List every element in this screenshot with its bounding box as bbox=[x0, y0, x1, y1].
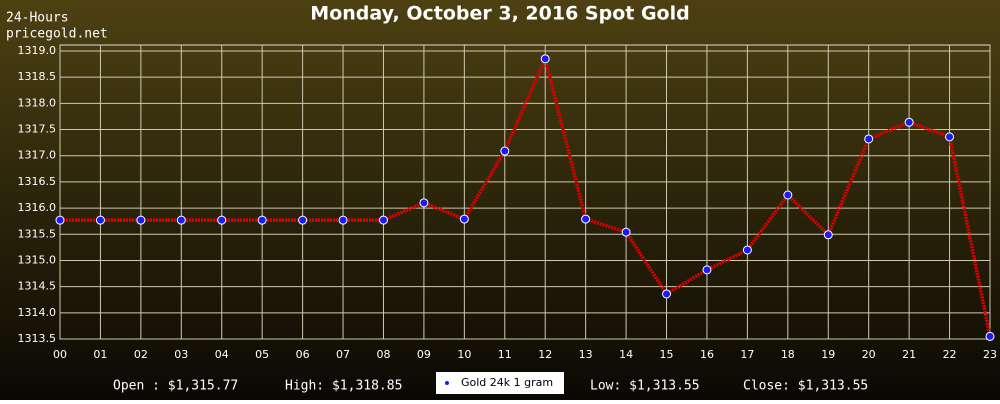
x-tick-label: 21 bbox=[902, 348, 916, 361]
x-tick-label: 19 bbox=[821, 348, 835, 361]
data-point bbox=[581, 214, 591, 224]
y-tick-label: 1313.5 bbox=[18, 332, 57, 345]
data-point bbox=[55, 215, 65, 225]
data-point bbox=[985, 331, 995, 341]
data-point bbox=[298, 215, 308, 225]
x-tick-label: 13 bbox=[579, 348, 593, 361]
x-tick-label: 22 bbox=[943, 348, 957, 361]
x-tick-label: 23 bbox=[983, 348, 997, 361]
x-tick-label: 12 bbox=[538, 348, 552, 361]
data-point bbox=[378, 215, 388, 225]
x-tick-label: 10 bbox=[457, 348, 471, 361]
y-tick-label: 1317.5 bbox=[18, 123, 57, 136]
x-tick-label: 14 bbox=[619, 348, 633, 361]
data-point bbox=[662, 289, 672, 299]
legend-box bbox=[436, 372, 564, 394]
x-tick-label: 15 bbox=[660, 348, 674, 361]
x-tick-label: 07 bbox=[336, 348, 350, 361]
data-point bbox=[338, 215, 348, 225]
chart-title: Monday, October 3, 2016 Spot Gold bbox=[310, 3, 689, 25]
x-tick-label: 03 bbox=[174, 348, 188, 361]
y-tick-label: 1318.0 bbox=[18, 96, 57, 109]
legend-marker bbox=[445, 381, 449, 385]
stat: Close: $1,313.55 bbox=[743, 379, 868, 394]
stat: Low: $1,313.55 bbox=[590, 379, 700, 394]
subtitle: pricegold.net bbox=[6, 27, 108, 42]
y-tick-label: 1316.5 bbox=[18, 175, 57, 188]
data-point bbox=[459, 214, 469, 224]
data-point bbox=[95, 215, 105, 225]
data-point bbox=[500, 146, 510, 156]
data-point bbox=[783, 190, 793, 200]
y-tick-label: 1318.5 bbox=[18, 70, 57, 83]
data-point bbox=[864, 134, 874, 144]
data-point bbox=[540, 54, 550, 64]
x-tick-label: 16 bbox=[700, 348, 714, 361]
x-tick-label: 05 bbox=[255, 348, 269, 361]
data-point bbox=[702, 265, 712, 275]
x-tick-label: 20 bbox=[862, 348, 876, 361]
data-point bbox=[136, 215, 146, 225]
y-tick-label: 1314.5 bbox=[18, 280, 57, 293]
x-tick-label: 17 bbox=[740, 348, 754, 361]
series-line bbox=[60, 53, 992, 337]
y-tick-label: 1315.0 bbox=[18, 253, 57, 266]
data-point bbox=[904, 117, 914, 127]
y-tick-label: 1314.0 bbox=[18, 306, 57, 319]
data-point bbox=[176, 215, 186, 225]
data-point bbox=[945, 132, 955, 142]
legend-label: Gold 24k 1 gram bbox=[461, 376, 553, 389]
x-tick-label: 08 bbox=[376, 348, 390, 361]
x-tick-label: 01 bbox=[93, 348, 107, 361]
x-tick-label: 00 bbox=[53, 348, 67, 361]
data-point bbox=[621, 227, 631, 237]
x-tick-label: 11 bbox=[498, 348, 512, 361]
y-tick-label: 1316.0 bbox=[18, 201, 57, 214]
y-tick-label: 1315.5 bbox=[18, 227, 57, 240]
y-tick-label: 1319.0 bbox=[18, 44, 57, 57]
x-tick-label: 04 bbox=[215, 348, 229, 361]
data-point bbox=[257, 215, 267, 225]
data-point bbox=[742, 245, 752, 255]
data-point bbox=[217, 215, 227, 225]
x-tick-label: 02 bbox=[134, 348, 148, 361]
subtitle: 24-Hours bbox=[6, 11, 69, 26]
x-tick-label: 18 bbox=[781, 348, 795, 361]
stat: Open : $1,315.77 bbox=[113, 379, 238, 394]
stat: High: $1,318.85 bbox=[285, 379, 402, 394]
data-point bbox=[823, 230, 833, 240]
y-tick-label: 1317.0 bbox=[18, 149, 57, 162]
data-point bbox=[419, 198, 429, 208]
x-tick-label: 09 bbox=[417, 348, 431, 361]
x-tick-label: 06 bbox=[296, 348, 310, 361]
